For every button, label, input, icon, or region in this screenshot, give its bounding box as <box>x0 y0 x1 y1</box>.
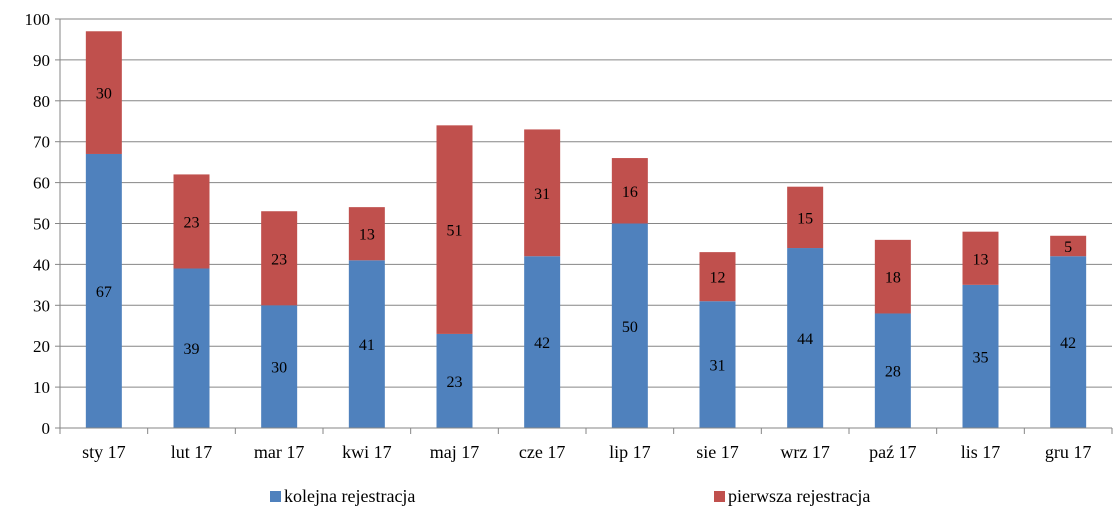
bar-pierwsza <box>787 186 824 249</box>
stacked-bar-chart: 0 10 20 30 40 50 60 70 80 90 100 67 30 39 23 30 23 41 13 2… <box>25 10 1113 462</box>
data-label: 15 <box>797 210 813 227</box>
data-label: 50 <box>622 319 638 336</box>
bar-pierwsza <box>524 129 561 257</box>
data-label: 16 <box>622 184 638 201</box>
bar-pierwsza <box>436 125 473 334</box>
bar-kolejna <box>611 223 648 428</box>
x-tick-label: sty 17 <box>82 442 126 462</box>
bars: 67 30 39 23 30 23 41 13 23 51 42 31 50 16 31 12 44 15 28 18… <box>85 31 1087 428</box>
bar-pierwsza <box>85 31 122 154</box>
data-label: 31 <box>534 186 550 203</box>
data-label: 18 <box>885 270 901 287</box>
x-tick-label: wrz 17 <box>780 442 829 462</box>
bar-kolejna <box>787 248 824 428</box>
data-label: 23 <box>271 251 287 268</box>
data-label: 42 <box>1060 335 1076 352</box>
x-tick-label: paź 17 <box>869 442 916 462</box>
data-label: 12 <box>710 270 726 287</box>
x-tick-label: cze 17 <box>519 442 565 462</box>
bar-pierwsza <box>348 207 385 261</box>
data-label: 13 <box>359 227 375 244</box>
bar-kolejna <box>173 268 210 428</box>
gridlines <box>60 18 1112 388</box>
y-tick-label: 50 <box>33 215 50 234</box>
y-tick-label: 60 <box>33 174 50 193</box>
bar-pierwsza <box>611 158 648 224</box>
bar-pierwsza <box>699 252 736 302</box>
x-axis: sty 17 lut 17 mar 17 kwi 17 maj 17 cze 17 lip … <box>59 427 1113 462</box>
legend: kolejna rejestracja pierwsza rejestracja <box>0 486 1120 514</box>
bar-kolejna <box>348 260 385 428</box>
y-tick-label: 40 <box>33 255 50 274</box>
x-tick-label: kwi 17 <box>342 442 392 462</box>
y-axis: 0 10 20 30 40 50 60 70 80 90 100 <box>25 10 61 438</box>
bar-pierwsza <box>173 174 210 269</box>
x-tick-label: lis 17 <box>961 442 1001 462</box>
bar-kolejna <box>85 153 122 428</box>
bar-pierwsza <box>874 239 911 314</box>
y-tick-label: 80 <box>33 92 50 111</box>
bar-kolejna <box>1050 256 1087 428</box>
legend-swatch-pierwsza <box>714 491 725 502</box>
data-label: 30 <box>271 360 287 377</box>
data-label: 44 <box>797 331 813 348</box>
x-tick-label: lut 17 <box>171 442 213 462</box>
y-tick-label: 10 <box>33 378 50 397</box>
y-tick-label: 70 <box>33 133 50 152</box>
y-tick-label: 0 <box>42 419 51 438</box>
x-tick-label: lip 17 <box>609 442 651 462</box>
bar-kolejna <box>261 305 298 428</box>
bar-pierwsza <box>1050 235 1087 257</box>
data-label: 35 <box>973 349 989 366</box>
bar-kolejna <box>436 333 473 428</box>
legend-label-pierwsza: pierwsza rejestracja <box>728 486 871 506</box>
bar-kolejna <box>874 313 911 428</box>
bar-kolejna <box>524 256 561 428</box>
bar-kolejna <box>699 301 736 428</box>
data-label: 28 <box>885 364 901 381</box>
data-label: 67 <box>96 284 112 301</box>
y-tick-label: 30 <box>33 296 50 315</box>
legend-swatch-kolejna <box>270 491 281 502</box>
data-label: 23 <box>184 214 200 231</box>
y-tick-label: 20 <box>33 337 50 356</box>
x-tick-label: maj 17 <box>430 442 480 462</box>
data-label: 42 <box>534 335 550 352</box>
bar-pierwsza <box>962 231 999 285</box>
data-label: 13 <box>973 251 989 268</box>
data-label: 41 <box>359 337 375 354</box>
data-label: 51 <box>447 223 463 240</box>
x-tick-label: mar 17 <box>254 442 304 462</box>
data-label: 31 <box>710 358 726 375</box>
bar-kolejna <box>962 284 999 428</box>
data-label: 23 <box>447 374 463 391</box>
x-tick-label: sie 17 <box>696 442 739 462</box>
y-tick-label: 100 <box>25 10 51 29</box>
data-label: 5 <box>1064 239 1072 256</box>
data-label: 30 <box>96 86 112 103</box>
x-tick-label: gru 17 <box>1045 442 1092 462</box>
bar-pierwsza <box>261 211 298 306</box>
legend-label-kolejna: kolejna rejestracja <box>284 486 416 506</box>
data-label: 39 <box>184 341 200 358</box>
legend-item-pierwsza: pierwsza rejestracja <box>714 486 870 507</box>
legend-item-kolejna: kolejna rejestracja <box>270 486 415 507</box>
y-tick-label: 90 <box>33 51 50 70</box>
